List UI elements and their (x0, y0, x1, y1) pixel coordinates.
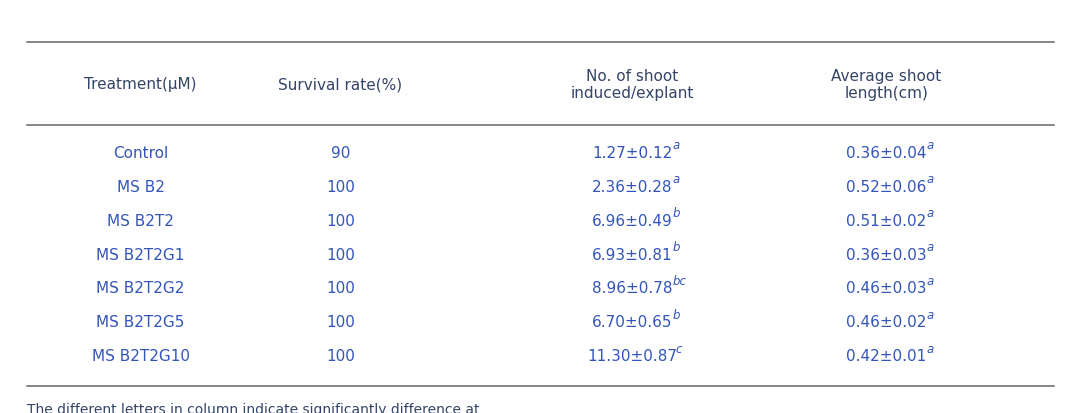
Text: 6.96±0.49: 6.96±0.49 (592, 213, 672, 228)
Text: Average shoot
length(cm): Average shoot length(cm) (831, 69, 942, 101)
Text: a: a (926, 139, 934, 152)
Text: 11.30±0.87: 11.30±0.87 (587, 349, 678, 363)
Text: a: a (926, 308, 934, 321)
Text: 100: 100 (326, 247, 355, 262)
Text: c: c (676, 342, 682, 355)
Text: MS B2T2: MS B2T2 (107, 213, 174, 228)
Text: a: a (672, 173, 680, 186)
Text: 1.27±0.12: 1.27±0.12 (592, 145, 672, 160)
Text: 100: 100 (326, 179, 355, 194)
Text: Survival rate(%): Survival rate(%) (279, 77, 402, 92)
Text: b: b (672, 308, 680, 321)
Text: Treatment(μM): Treatment(μM) (84, 77, 197, 92)
Text: a: a (926, 240, 934, 254)
Text: a: a (926, 206, 934, 220)
Text: 0.46±0.03: 0.46±0.03 (846, 281, 926, 296)
Text: 100: 100 (326, 213, 355, 228)
Text: Control: Control (112, 145, 169, 160)
Text: MS B2: MS B2 (117, 179, 164, 194)
Text: 0.51±0.02: 0.51±0.02 (846, 213, 926, 228)
Text: 0.46±0.02: 0.46±0.02 (846, 315, 926, 330)
Text: b: b (672, 206, 680, 220)
Text: No. of shoot
induced/explant: No. of shoot induced/explant (571, 69, 694, 101)
Text: 8.96±0.78: 8.96±0.78 (592, 281, 672, 296)
Text: 100: 100 (326, 281, 355, 296)
Text: 100: 100 (326, 349, 355, 363)
Text: MS B2T2G2: MS B2T2G2 (96, 281, 185, 296)
Text: 0.36±0.03: 0.36±0.03 (846, 247, 926, 262)
Text: MS B2T2G10: MS B2T2G10 (92, 349, 189, 363)
Text: b: b (672, 240, 680, 254)
Text: 90: 90 (331, 145, 350, 160)
Text: bc: bc (672, 274, 686, 287)
Text: 0.36±0.04: 0.36±0.04 (846, 145, 926, 160)
Text: 0.42±0.01: 0.42±0.01 (846, 349, 926, 363)
Text: 100: 100 (326, 315, 355, 330)
Text: 6.70±0.65: 6.70±0.65 (592, 315, 672, 330)
Text: a: a (926, 173, 934, 186)
Text: 0.52±0.06: 0.52±0.06 (846, 179, 926, 194)
Text: The different letters in column indicate significantly difference at: The different letters in column indicate… (27, 402, 484, 413)
Text: MS B2T2G5: MS B2T2G5 (96, 315, 185, 330)
Text: 2.36±0.28: 2.36±0.28 (592, 179, 672, 194)
Text: a: a (926, 274, 934, 287)
Text: MS B2T2G1: MS B2T2G1 (96, 247, 185, 262)
Text: a: a (672, 139, 680, 152)
Text: a: a (926, 342, 934, 355)
Text: 6.93±0.81: 6.93±0.81 (592, 247, 672, 262)
